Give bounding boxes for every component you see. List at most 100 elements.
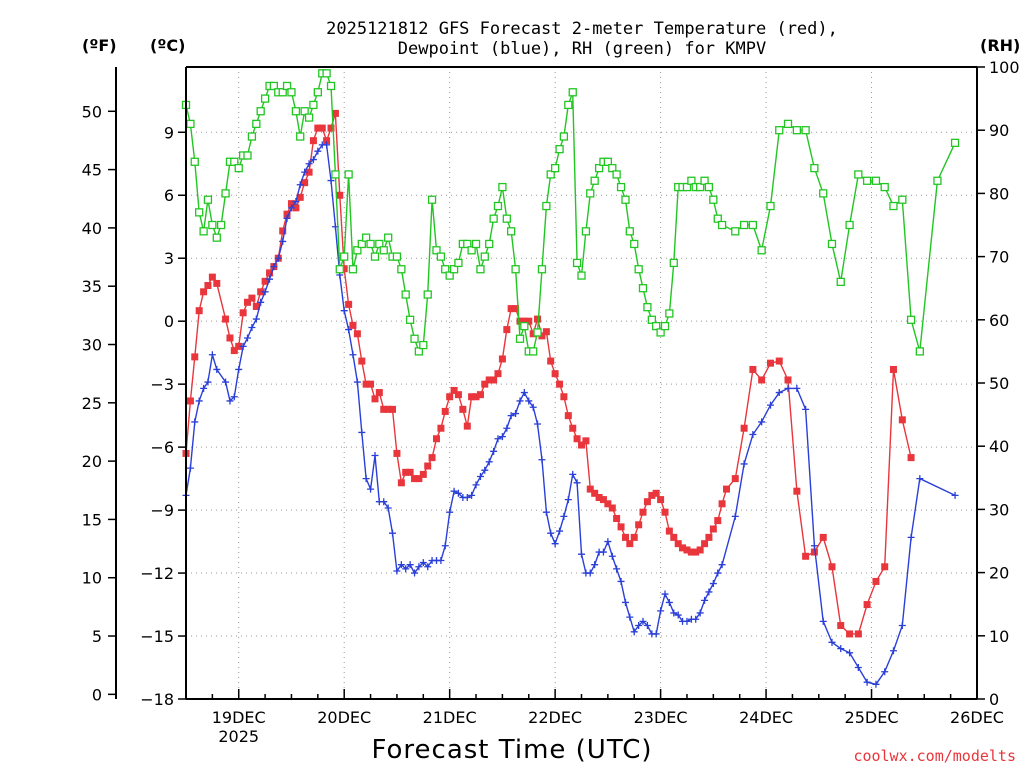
temperature-point — [375, 389, 383, 397]
rh-point — [880, 182, 889, 192]
temperature-point — [397, 479, 405, 487]
temperature-point — [490, 376, 498, 384]
rh-point — [933, 176, 942, 185]
dewpoint-point — [292, 198, 300, 206]
celsius-tick-label: 9 — [164, 123, 174, 142]
temperature-point — [380, 405, 388, 413]
temperature-point — [340, 265, 348, 273]
dewpoint-point — [564, 496, 572, 504]
temperature-point — [222, 315, 230, 323]
rh-point — [845, 220, 854, 230]
dewpoint-point — [951, 491, 959, 499]
dewpoint-point — [274, 254, 282, 262]
temperature-point — [437, 424, 445, 432]
rh-point — [348, 265, 358, 274]
rh-point — [704, 182, 714, 192]
rh-point — [190, 157, 199, 166]
temperature-point — [731, 475, 739, 483]
temperature-point — [705, 533, 713, 541]
rh-point — [739, 220, 749, 230]
rh-point — [656, 328, 665, 337]
dewpoint-point — [222, 378, 230, 386]
x-tick-label: 24DEC — [739, 708, 793, 727]
rh-point — [792, 126, 802, 135]
rh-point — [533, 328, 542, 337]
dewpoint-point — [670, 609, 678, 617]
chart-title: 2025121812 GFS Forecast 2-meter Temperat… — [326, 19, 838, 39]
rh-point — [511, 265, 520, 274]
temperature-point — [208, 273, 216, 281]
dewpoint-point — [463, 493, 471, 501]
temperature-point — [665, 527, 673, 535]
dewpoint-point — [775, 389, 783, 397]
dewpoint-point — [446, 508, 454, 516]
temperature-point — [608, 504, 616, 512]
temperature-point — [424, 462, 432, 470]
temperature-point — [793, 487, 801, 495]
dewpoint-point — [415, 563, 423, 571]
rh-point — [594, 163, 604, 173]
rh-point — [502, 214, 511, 223]
dewpoint-point — [472, 481, 480, 489]
x-tick-label: 20DEC — [317, 708, 371, 727]
rh-point — [449, 265, 459, 274]
unit-label-celsius: (ºC) — [150, 36, 185, 55]
rh-point — [621, 195, 630, 204]
rh-point — [436, 252, 446, 261]
rh-point — [581, 227, 591, 236]
rh-point — [467, 246, 476, 255]
rh-point — [647, 315, 656, 324]
dewpoint-point — [380, 498, 388, 506]
temperature-point — [635, 521, 643, 529]
dewpoint-point — [525, 397, 533, 405]
dewpoint-point — [613, 565, 621, 573]
rh-point — [370, 252, 380, 261]
rh-point — [630, 239, 639, 249]
rh-point — [471, 239, 481, 249]
temperature-point — [617, 523, 625, 531]
dewpoint-point — [714, 569, 722, 577]
rh-point — [195, 208, 204, 217]
temperature-point — [740, 424, 748, 432]
temperature-point — [468, 393, 476, 401]
dewpoint-point — [340, 307, 348, 315]
dewpoint-point — [485, 458, 493, 466]
dewpoint-point — [898, 622, 906, 630]
rh-point — [357, 239, 366, 249]
temperature-point — [591, 489, 599, 497]
temperature-point — [538, 332, 546, 340]
dewpoint-point — [705, 588, 713, 596]
dewpoint-point — [283, 214, 291, 222]
credit-link[interactable]: coolwx.com/modelts — [853, 747, 1016, 765]
dewpoint-point — [578, 550, 585, 558]
temperature-point — [498, 355, 506, 363]
temperature-point — [358, 357, 366, 365]
temperature-point — [446, 393, 454, 401]
temperature-point — [200, 288, 208, 296]
fahrenheit-tick-label: 50 — [82, 102, 102, 121]
dewpoint-point — [402, 565, 410, 573]
temperature-point — [252, 302, 260, 310]
dewpoint-point — [701, 596, 709, 604]
rh-point — [489, 214, 498, 223]
dewpoint-point — [200, 384, 208, 392]
rh-point — [291, 107, 301, 116]
rh-point — [256, 107, 265, 116]
dewpoint-point — [270, 263, 278, 271]
temperature-point — [345, 300, 353, 308]
temperature-point — [454, 391, 462, 399]
rh-point — [480, 252, 489, 261]
rh-point — [414, 347, 424, 356]
dewpoint-point — [296, 181, 304, 189]
rh-point — [555, 145, 564, 154]
dewpoint-point — [749, 431, 757, 439]
rh-point — [476, 265, 485, 274]
rh-point — [559, 132, 569, 141]
rh-point — [335, 265, 344, 274]
temperature-point — [560, 393, 568, 401]
temperature-point — [846, 630, 854, 638]
dewpoint-point — [534, 420, 542, 428]
rh-point — [269, 81, 279, 91]
temperature-point — [402, 468, 410, 476]
rh-point — [660, 321, 670, 331]
